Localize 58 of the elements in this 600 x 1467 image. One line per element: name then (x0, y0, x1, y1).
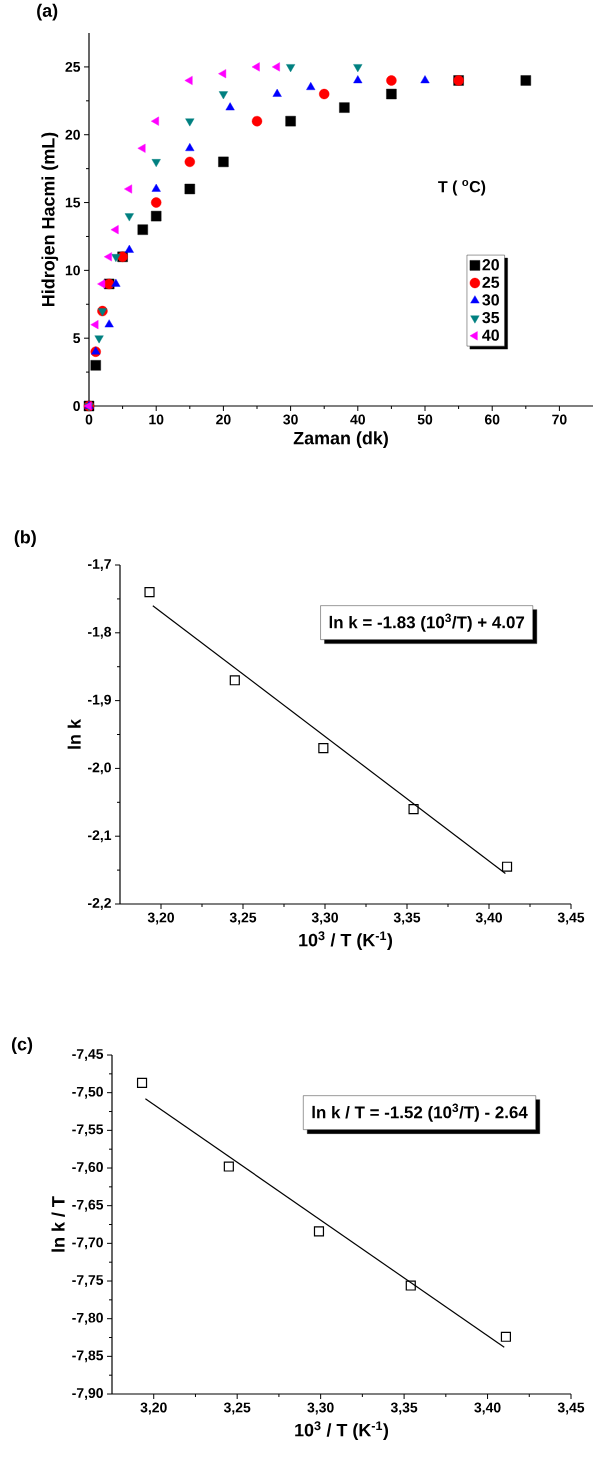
y-tick-label: 5 (73, 333, 81, 344)
x-axis-title: 10$^{3}$ / T (K$^{-1}$) (295, 1421, 389, 1440)
y-tick-label: -7,55 (72, 1124, 104, 1137)
y-tick-label: 20 (65, 129, 80, 140)
x-tick-label: 3,45 (557, 912, 585, 925)
y-axis-title: Hidrojen Hacmi (mL) (41, 132, 59, 306)
y-tick-label: -1,9 (88, 694, 111, 707)
y-tick-label: -7,90 (72, 1388, 103, 1400)
y-tick-label: -2,1 (88, 830, 112, 843)
x-tick-label: 20 (216, 414, 231, 425)
x-tick-label: 50 (417, 414, 433, 425)
x-tick-label: 3,35 (393, 912, 421, 925)
legend-label: 40 (482, 329, 499, 341)
x-tick-label: 3,30 (307, 1402, 334, 1415)
legend-label: 30 (482, 294, 499, 306)
legend-label: 20 (482, 259, 499, 271)
x-tick-label: 40 (350, 414, 365, 425)
y-tick-label: -7,45 (72, 1049, 104, 1061)
x-tick-label: 10 (149, 414, 164, 425)
chart-title: (b) (14, 530, 36, 548)
x-tick-label: 3,35 (390, 1402, 418, 1415)
x-tick-label: 3,40 (475, 912, 503, 925)
y-tick-label: 25 (65, 61, 81, 72)
x-tick-label: 30 (283, 414, 298, 425)
chart-title: (c) (11, 1037, 33, 1055)
y-tick-label: -7,70 (72, 1237, 103, 1250)
legend-label: 35 (482, 311, 500, 324)
y-tick-label: 10 (65, 265, 80, 276)
annotation: ln k = -1.83 (10$^{3}$/T) + 4.07 (329, 613, 525, 632)
y-tick-label: -2,0 (88, 762, 111, 775)
y-tick-label: -7,50 (72, 1086, 103, 1099)
y-axis-title: ln k / T (51, 1196, 65, 1252)
y-tick-label: 15 (65, 197, 81, 208)
x-tick-label: 3,20 (140, 1402, 167, 1415)
y-tick-label: -2,2 (88, 898, 111, 910)
y-axis-title: ln k (67, 719, 81, 749)
y-tick-label: -1,8 (88, 626, 112, 639)
y-tick-label: 0 (73, 401, 80, 411)
x-tick-label: 3,25 (223, 1402, 251, 1415)
y-tick-label: -7,85 (72, 1350, 104, 1363)
x-tick-label: 3,45 (557, 1402, 585, 1415)
x-tick-label: 70 (552, 414, 567, 425)
x-tick-label: 3,20 (147, 912, 174, 925)
chart-title: (a) (37, 3, 58, 21)
y-tick-label: -7,65 (72, 1199, 104, 1212)
legend-label: 25 (482, 276, 500, 288)
y-tick-label: -7,75 (72, 1275, 104, 1287)
legend-title: T ( $^{o}$C) (438, 179, 486, 196)
y-tick-label: -1,7 (88, 559, 111, 571)
y-tick-label: -7,60 (72, 1162, 103, 1174)
y-tick-label: -7,80 (72, 1312, 103, 1325)
annotation: ln k / T = -1.52 (10$^{3}$/T) - 2.64 (312, 1103, 528, 1122)
x-tick-label: 60 (484, 414, 500, 425)
x-axis-title: Zaman (dk) (293, 431, 388, 448)
x-tick-label: 3,25 (229, 912, 257, 925)
x-tick-label: 3,40 (474, 1402, 501, 1415)
x-tick-label: 3,30 (311, 912, 338, 925)
x-axis-title: 10$^{3}$ / T (K$^{-1}$) (299, 931, 393, 950)
